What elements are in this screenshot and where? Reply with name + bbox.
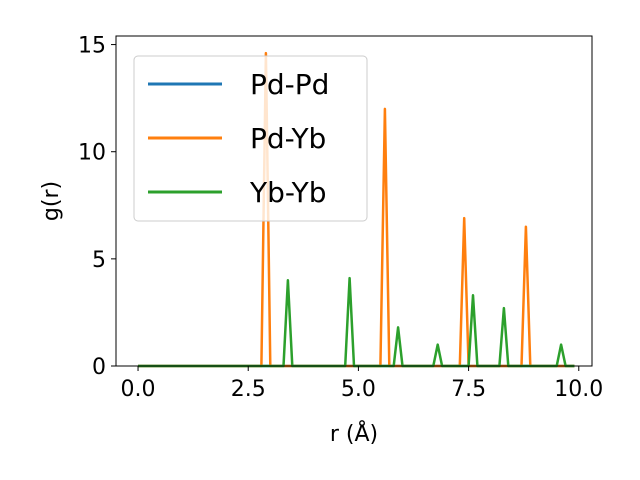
y-axis-label: g(r) — [39, 181, 64, 221]
legend-entry: Yb-Yb — [249, 176, 327, 209]
x-tick-label: 7.5 — [451, 377, 486, 402]
x-tick-label: 0.0 — [121, 377, 156, 402]
legend-box — [133, 55, 368, 222]
x-tick-label: 5.0 — [341, 377, 376, 402]
y-tick-label: 5 — [92, 248, 106, 273]
x-axis: 0.0 2.5 5.0 7.5 10.0 — [121, 366, 603, 402]
legend: Pd-Pd Pd-Yb Yb-Yb — [133, 55, 368, 222]
plot-frame — [115, 35, 593, 367]
y-tick-label: 15 — [78, 34, 106, 59]
x-axis-label: r (Å) — [330, 420, 378, 447]
legend-entry: Pd-Pd — [250, 68, 329, 101]
y-tick-label: 0 — [92, 355, 106, 380]
y-tick-label: 10 — [78, 141, 106, 166]
x-tick-label: 2.5 — [231, 377, 266, 402]
x-tick-label: 10.0 — [554, 377, 603, 402]
y-axis: 0 5 10 15 — [78, 34, 116, 380]
legend-entry: Pd-Yb — [250, 122, 326, 155]
